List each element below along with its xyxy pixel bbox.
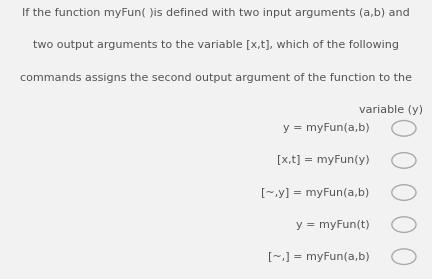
Text: y = myFun(a,b): y = myFun(a,b): [283, 123, 369, 133]
Text: y = myFun(t): y = myFun(t): [296, 220, 369, 230]
Text: [~,] = myFun(a,b): [~,] = myFun(a,b): [268, 252, 369, 262]
Text: two output arguments to the variable [x,t], which of the following: two output arguments to the variable [x,…: [33, 40, 399, 50]
Text: [x,t] = myFun(y): [x,t] = myFun(y): [277, 155, 369, 165]
Text: [~,y] = myFun(a,b): [~,y] = myFun(a,b): [261, 187, 369, 198]
Text: If the function myFun( )is defined with two input arguments (a,b) and: If the function myFun( )is defined with …: [22, 8, 410, 18]
Text: variable (y): variable (y): [359, 105, 423, 115]
Text: commands assigns the second output argument of the function to the: commands assigns the second output argum…: [20, 73, 412, 83]
